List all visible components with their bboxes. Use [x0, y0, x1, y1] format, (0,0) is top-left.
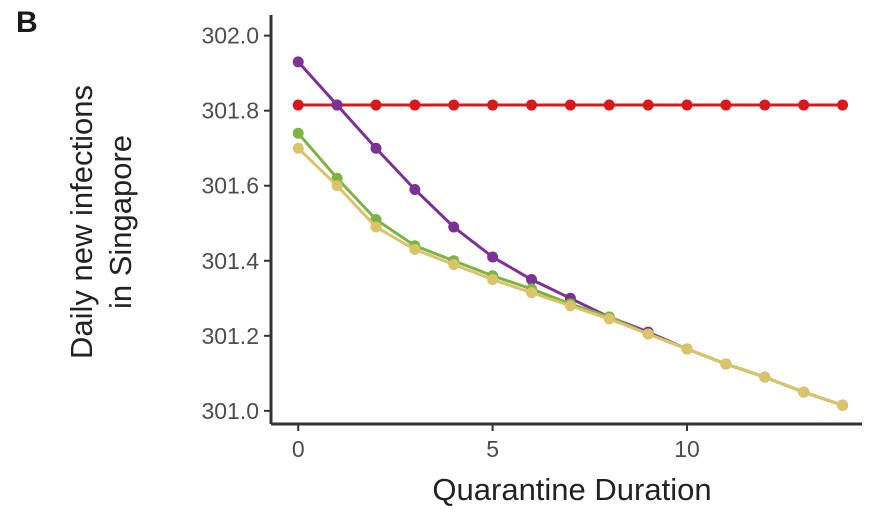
data-point	[759, 371, 771, 383]
data-point	[331, 99, 343, 111]
y-ticks: 301.0 301.2 301.4 301.6 301.8 302.0	[201, 23, 271, 424]
y-axis-title-line-2: in Singapore	[103, 135, 138, 309]
data-point	[370, 99, 382, 111]
y-tick-label: 301.4	[201, 248, 259, 274]
data-point	[603, 313, 615, 325]
data-point	[526, 274, 538, 286]
data-point	[798, 99, 810, 111]
data-point	[526, 99, 538, 111]
data-point	[292, 99, 304, 111]
data-point	[292, 142, 304, 154]
data-point	[603, 99, 615, 111]
data-point	[487, 99, 499, 111]
series-line	[297, 60, 844, 407]
data-point	[564, 99, 576, 111]
data-point	[720, 358, 732, 370]
data-point	[370, 221, 382, 233]
series-layer	[292, 56, 849, 411]
data-point	[448, 99, 460, 111]
data-point	[331, 180, 343, 192]
data-point	[487, 251, 499, 263]
series-4	[292, 142, 849, 411]
axes	[269, 15, 862, 426]
data-point	[720, 99, 732, 111]
x-tick-label: 5	[486, 436, 499, 462]
data-point	[448, 221, 460, 233]
y-tick-label: 301.2	[201, 323, 259, 349]
data-point	[292, 56, 304, 68]
data-point	[759, 99, 771, 111]
data-point	[409, 244, 421, 256]
data-point	[526, 287, 538, 299]
y-tick-label: 301.0	[201, 398, 259, 424]
data-point	[681, 343, 693, 355]
data-point	[642, 328, 654, 340]
y-axis-title-line-1: Daily new infections	[64, 85, 99, 359]
y-tick-label: 301.6	[201, 173, 259, 199]
x-ticks: 0 5 10	[292, 424, 700, 462]
x-tick-label: 10	[674, 436, 700, 462]
y-tick-label: 301.8	[201, 98, 259, 124]
data-point	[798, 386, 810, 398]
x-axis-title: Quarantine Duration	[432, 472, 711, 507]
series-line	[297, 147, 844, 407]
data-point	[837, 399, 849, 411]
panel-label: B	[16, 6, 38, 39]
y-tick-label: 302.0	[201, 23, 259, 49]
data-point	[837, 99, 849, 111]
series-line	[297, 132, 844, 407]
data-point	[642, 99, 654, 111]
data-point	[448, 259, 460, 271]
data-point	[409, 183, 421, 195]
data-point	[564, 300, 576, 312]
series-3	[292, 127, 849, 411]
data-point	[681, 99, 693, 111]
data-point	[409, 99, 421, 111]
data-point	[487, 274, 499, 286]
data-point	[370, 142, 382, 154]
data-point	[292, 127, 304, 139]
series-1	[292, 99, 849, 111]
x-tick-label: 0	[292, 436, 305, 462]
